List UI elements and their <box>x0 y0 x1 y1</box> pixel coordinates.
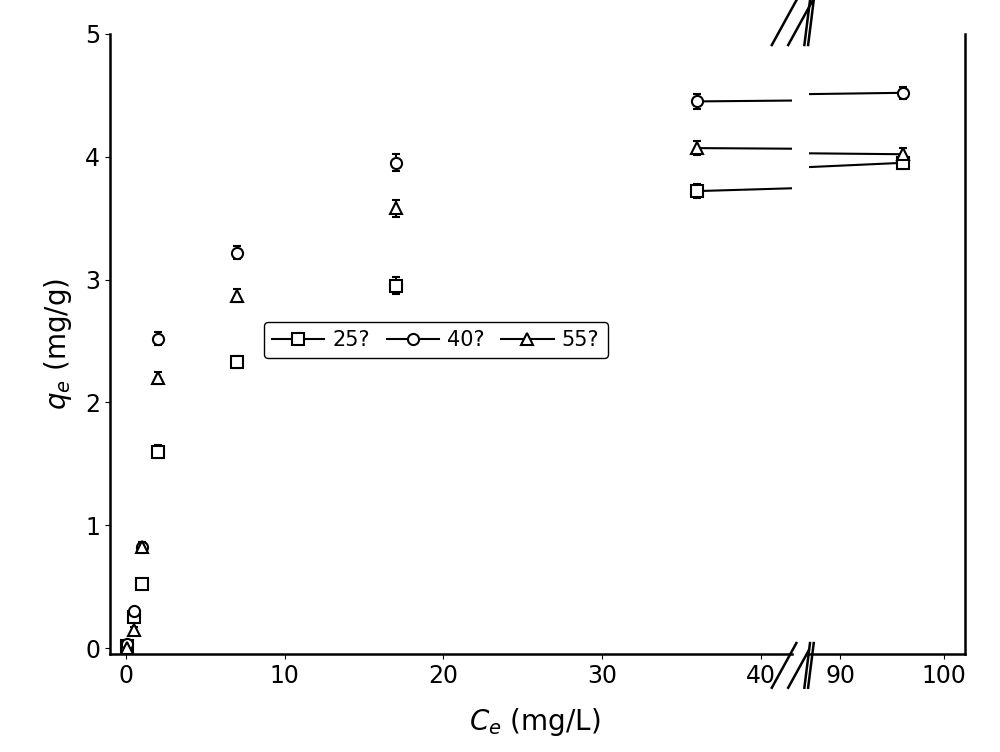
Legend: 25?, 40?, 55?: 25?, 40?, 55? <box>264 322 608 359</box>
Y-axis label: $q_e$ (mg/g): $q_e$ (mg/g) <box>42 278 74 410</box>
Text: $C_e$ (mg/L): $C_e$ (mg/L) <box>469 706 601 738</box>
